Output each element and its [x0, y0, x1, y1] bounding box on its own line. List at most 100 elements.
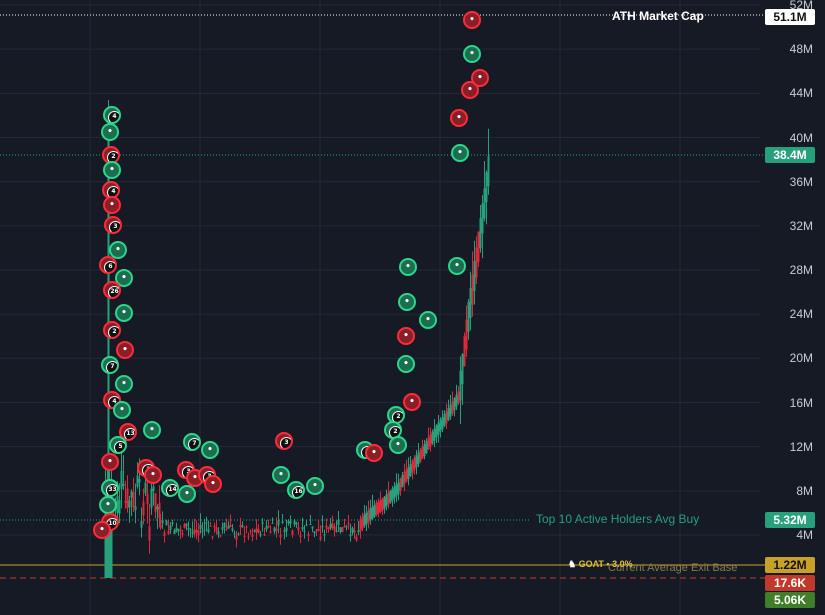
flame-icon: •: [109, 200, 115, 210]
candle-body: [305, 524, 308, 526]
buy-marker[interactable]: •2: [384, 421, 402, 439]
buy-marker[interactable]: •16: [287, 481, 305, 499]
sell-marker[interactable]: •: [403, 393, 421, 411]
candle-body: [104, 500, 107, 578]
candle-body: [171, 522, 174, 524]
candle-body: [351, 528, 354, 533]
sell-marker[interactable]: •3: [275, 432, 293, 450]
ghost-icon: •: [278, 470, 284, 480]
sell-marker[interactable]: •: [365, 444, 383, 462]
buy-marker[interactable]: •4: [103, 106, 121, 124]
buy-marker[interactable]: •7: [101, 356, 119, 374]
buy-marker[interactable]: •: [398, 293, 416, 311]
candle-body: [427, 437, 430, 450]
candle-body: [132, 491, 135, 508]
candle-body: [425, 441, 428, 454]
goat-icon: •: [469, 15, 475, 25]
buy-marker[interactable]: •: [399, 258, 417, 276]
marker-count-badge: 2: [107, 151, 118, 162]
buy-marker[interactable]: •: [272, 466, 290, 484]
candle-body: [249, 530, 252, 532]
buy-marker[interactable]: •: [463, 45, 481, 63]
sell-marker[interactable]: •: [397, 327, 415, 345]
candle-body: [229, 524, 232, 528]
candle-body: [347, 523, 350, 525]
buy-marker[interactable]: •: [201, 441, 219, 459]
buy-marker[interactable]: •: [115, 304, 133, 322]
candle-body: [467, 301, 470, 332]
sell-marker[interactable]: •: [116, 341, 134, 359]
candle-body: [387, 492, 390, 505]
candle-body: [419, 449, 422, 462]
candle-body: [243, 535, 246, 538]
buy-marker[interactable]: •: [419, 311, 437, 329]
buy-marker[interactable]: •: [115, 269, 133, 287]
candle-body: [154, 493, 157, 512]
sell-marker[interactable]: •: [450, 109, 468, 127]
candle-body: [110, 520, 113, 578]
y-tick-label: 12M: [789, 439, 813, 454]
candle-body: [293, 520, 296, 525]
sell-marker[interactable]: •26: [103, 281, 121, 299]
sell-marker[interactable]: •: [463, 11, 481, 29]
buy-marker[interactable]: •33: [101, 479, 119, 497]
candle-body: [343, 526, 346, 528]
candle-body: [193, 529, 196, 535]
y-tick-label: 24M: [789, 307, 813, 322]
buy-marker[interactable]: •5: [109, 436, 127, 454]
sell-marker[interactable]: •: [471, 69, 489, 87]
candle-body: [479, 218, 482, 249]
candle-body: [297, 527, 300, 531]
ghost-icon: •: [115, 245, 121, 255]
marker-count-badge: 3: [109, 221, 120, 232]
sell-marker[interactable]: •: [204, 475, 222, 493]
buy-marker[interactable]: •14: [161, 479, 179, 497]
candle-body: [313, 531, 316, 534]
buy-marker[interactable]: •: [99, 496, 117, 514]
sell-marker[interactable]: •3: [104, 216, 122, 234]
sell-marker[interactable]: •: [93, 521, 111, 539]
buy-marker[interactable]: •: [101, 123, 119, 141]
ath-label: ATH Market Cap: [612, 9, 704, 23]
buy-marker[interactable]: •: [109, 241, 127, 259]
buy-marker[interactable]: •: [143, 421, 161, 439]
buy-marker[interactable]: •: [103, 161, 121, 179]
buy-marker[interactable]: •: [389, 436, 407, 454]
buy-marker[interactable]: •: [178, 485, 196, 503]
buy-marker[interactable]: •: [397, 355, 415, 373]
sell-marker[interactable]: •13: [119, 423, 137, 441]
sell-marker[interactable]: •: [101, 453, 119, 471]
sell-marker[interactable]: •: [144, 466, 162, 484]
marker-count-badge: 7: [106, 361, 117, 372]
candle-body: [457, 391, 460, 404]
candle-body: [116, 495, 119, 513]
candle-body: [211, 536, 214, 538]
candle-body: [365, 512, 368, 525]
candle-body: [136, 475, 139, 487]
candle-body: [379, 499, 382, 512]
candle-body: [311, 526, 314, 529]
sell-marker[interactable]: •6: [99, 256, 117, 274]
candle-body: [146, 493, 149, 505]
goat-icon: •: [403, 359, 409, 369]
sell-marker[interactable]: •4: [102, 181, 120, 199]
exit-base-label: Current Average Exit Base: [608, 562, 738, 574]
ghost-icon: •: [404, 297, 410, 307]
buy-marker[interactable]: •: [306, 477, 324, 495]
y-tick-label: 28M: [789, 263, 813, 277]
marker-count-badge: 3: [280, 437, 291, 448]
buy-marker[interactable]: •2: [387, 406, 405, 424]
candle-body: [325, 525, 328, 529]
candle-body: [223, 522, 226, 528]
buy-marker[interactable]: •: [451, 144, 469, 162]
sell-marker[interactable]: •2: [103, 321, 121, 339]
sell-marker[interactable]: •: [103, 196, 121, 214]
candle-body: [140, 520, 143, 528]
buy-marker[interactable]: •: [113, 401, 131, 419]
buy-marker[interactable]: •7: [183, 433, 201, 451]
candle-body: [449, 404, 452, 417]
buy-marker[interactable]: •: [115, 375, 133, 393]
candle-body: [265, 526, 268, 530]
goat-icon: •: [457, 148, 463, 158]
buy-marker[interactable]: •: [448, 257, 466, 275]
